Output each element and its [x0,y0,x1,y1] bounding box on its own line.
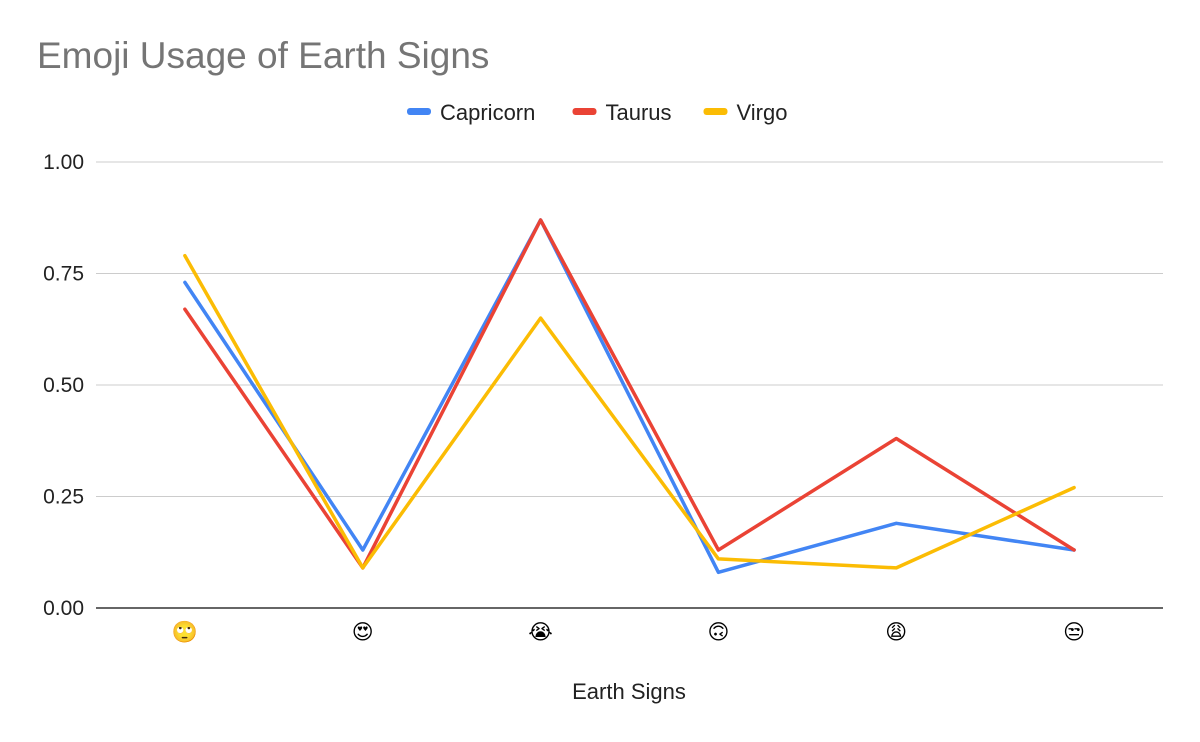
x-tick-label: 😒 [1063,620,1085,644]
series-line-capricorn [183,218,1076,575]
x-axis-categories: 🙄 😍 😭 🙃 😩 😒 [172,620,1085,644]
x-tick-label: 🙄 [172,620,198,644]
legend-label: Capricorn [440,100,535,125]
y-tick-label: 0.75 [43,263,84,286]
x-tick-label: 🙃 [707,620,729,644]
series-line-virgo [183,253,1076,570]
y-axis-ticks: 0.00 0.25 0.50 0.75 1.00 [43,151,84,620]
x-tick-label: 😭 [528,620,553,644]
x-tick-label: 😩 [885,620,907,644]
series-lines [183,218,1076,575]
x-tick-label: 😍 [352,620,374,644]
legend: Capricorn Taurus Virgo [407,100,787,125]
legend-label: Taurus [606,100,672,125]
legend-swatch-virgo [703,108,728,115]
x-axis-title: Earth Signs [572,679,686,704]
legend-swatch-taurus [572,108,597,115]
y-tick-label: 1.00 [43,151,84,174]
y-tick-label: 0.25 [43,486,84,509]
legend-swatch-capricorn [407,108,431,115]
chart-title: Emoji Usage of Earth Signs [37,35,489,76]
y-tick-label: 0.50 [43,374,84,397]
legend-label: Virgo [737,100,788,125]
series-line-taurus [183,218,1076,570]
y-tick-label: 0.00 [43,597,84,620]
